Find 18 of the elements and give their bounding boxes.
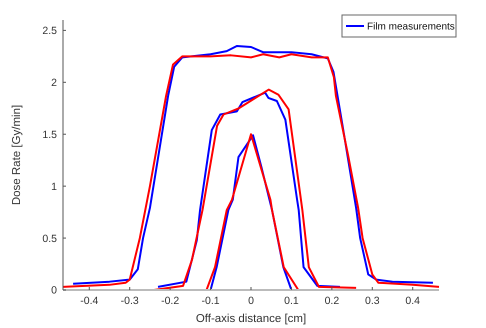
x-tick-label: 0.2 [324,295,340,307]
y-tick-label: 0 [51,284,58,297]
legend-label: Film measurements [367,22,455,32]
x-tick-label: -0.1 [202,295,220,307]
y-tick-label: 1.5 [42,128,58,141]
x-tick-label: 0 [248,295,254,307]
y-tick-label: 0.5 [42,232,58,245]
x-tick-label: -0.3 [120,295,139,307]
x-tick-label: 0.1 [284,295,299,307]
x-tick-label: 0.4 [405,295,420,307]
x-tick-label: -0.4 [80,295,98,307]
y-tick-label: 1 [51,180,58,193]
x-tick-label: 0.3 [364,295,380,307]
y-tick-label: 2.5 [42,25,58,38]
x-axis-title: Off-axis distance [cm] [196,313,306,325]
y-axis-title: Dose Rate [Gy/min] [11,104,23,206]
x-tick-label: -0.2 [161,295,180,307]
y-tick-label: 2 [51,76,58,89]
